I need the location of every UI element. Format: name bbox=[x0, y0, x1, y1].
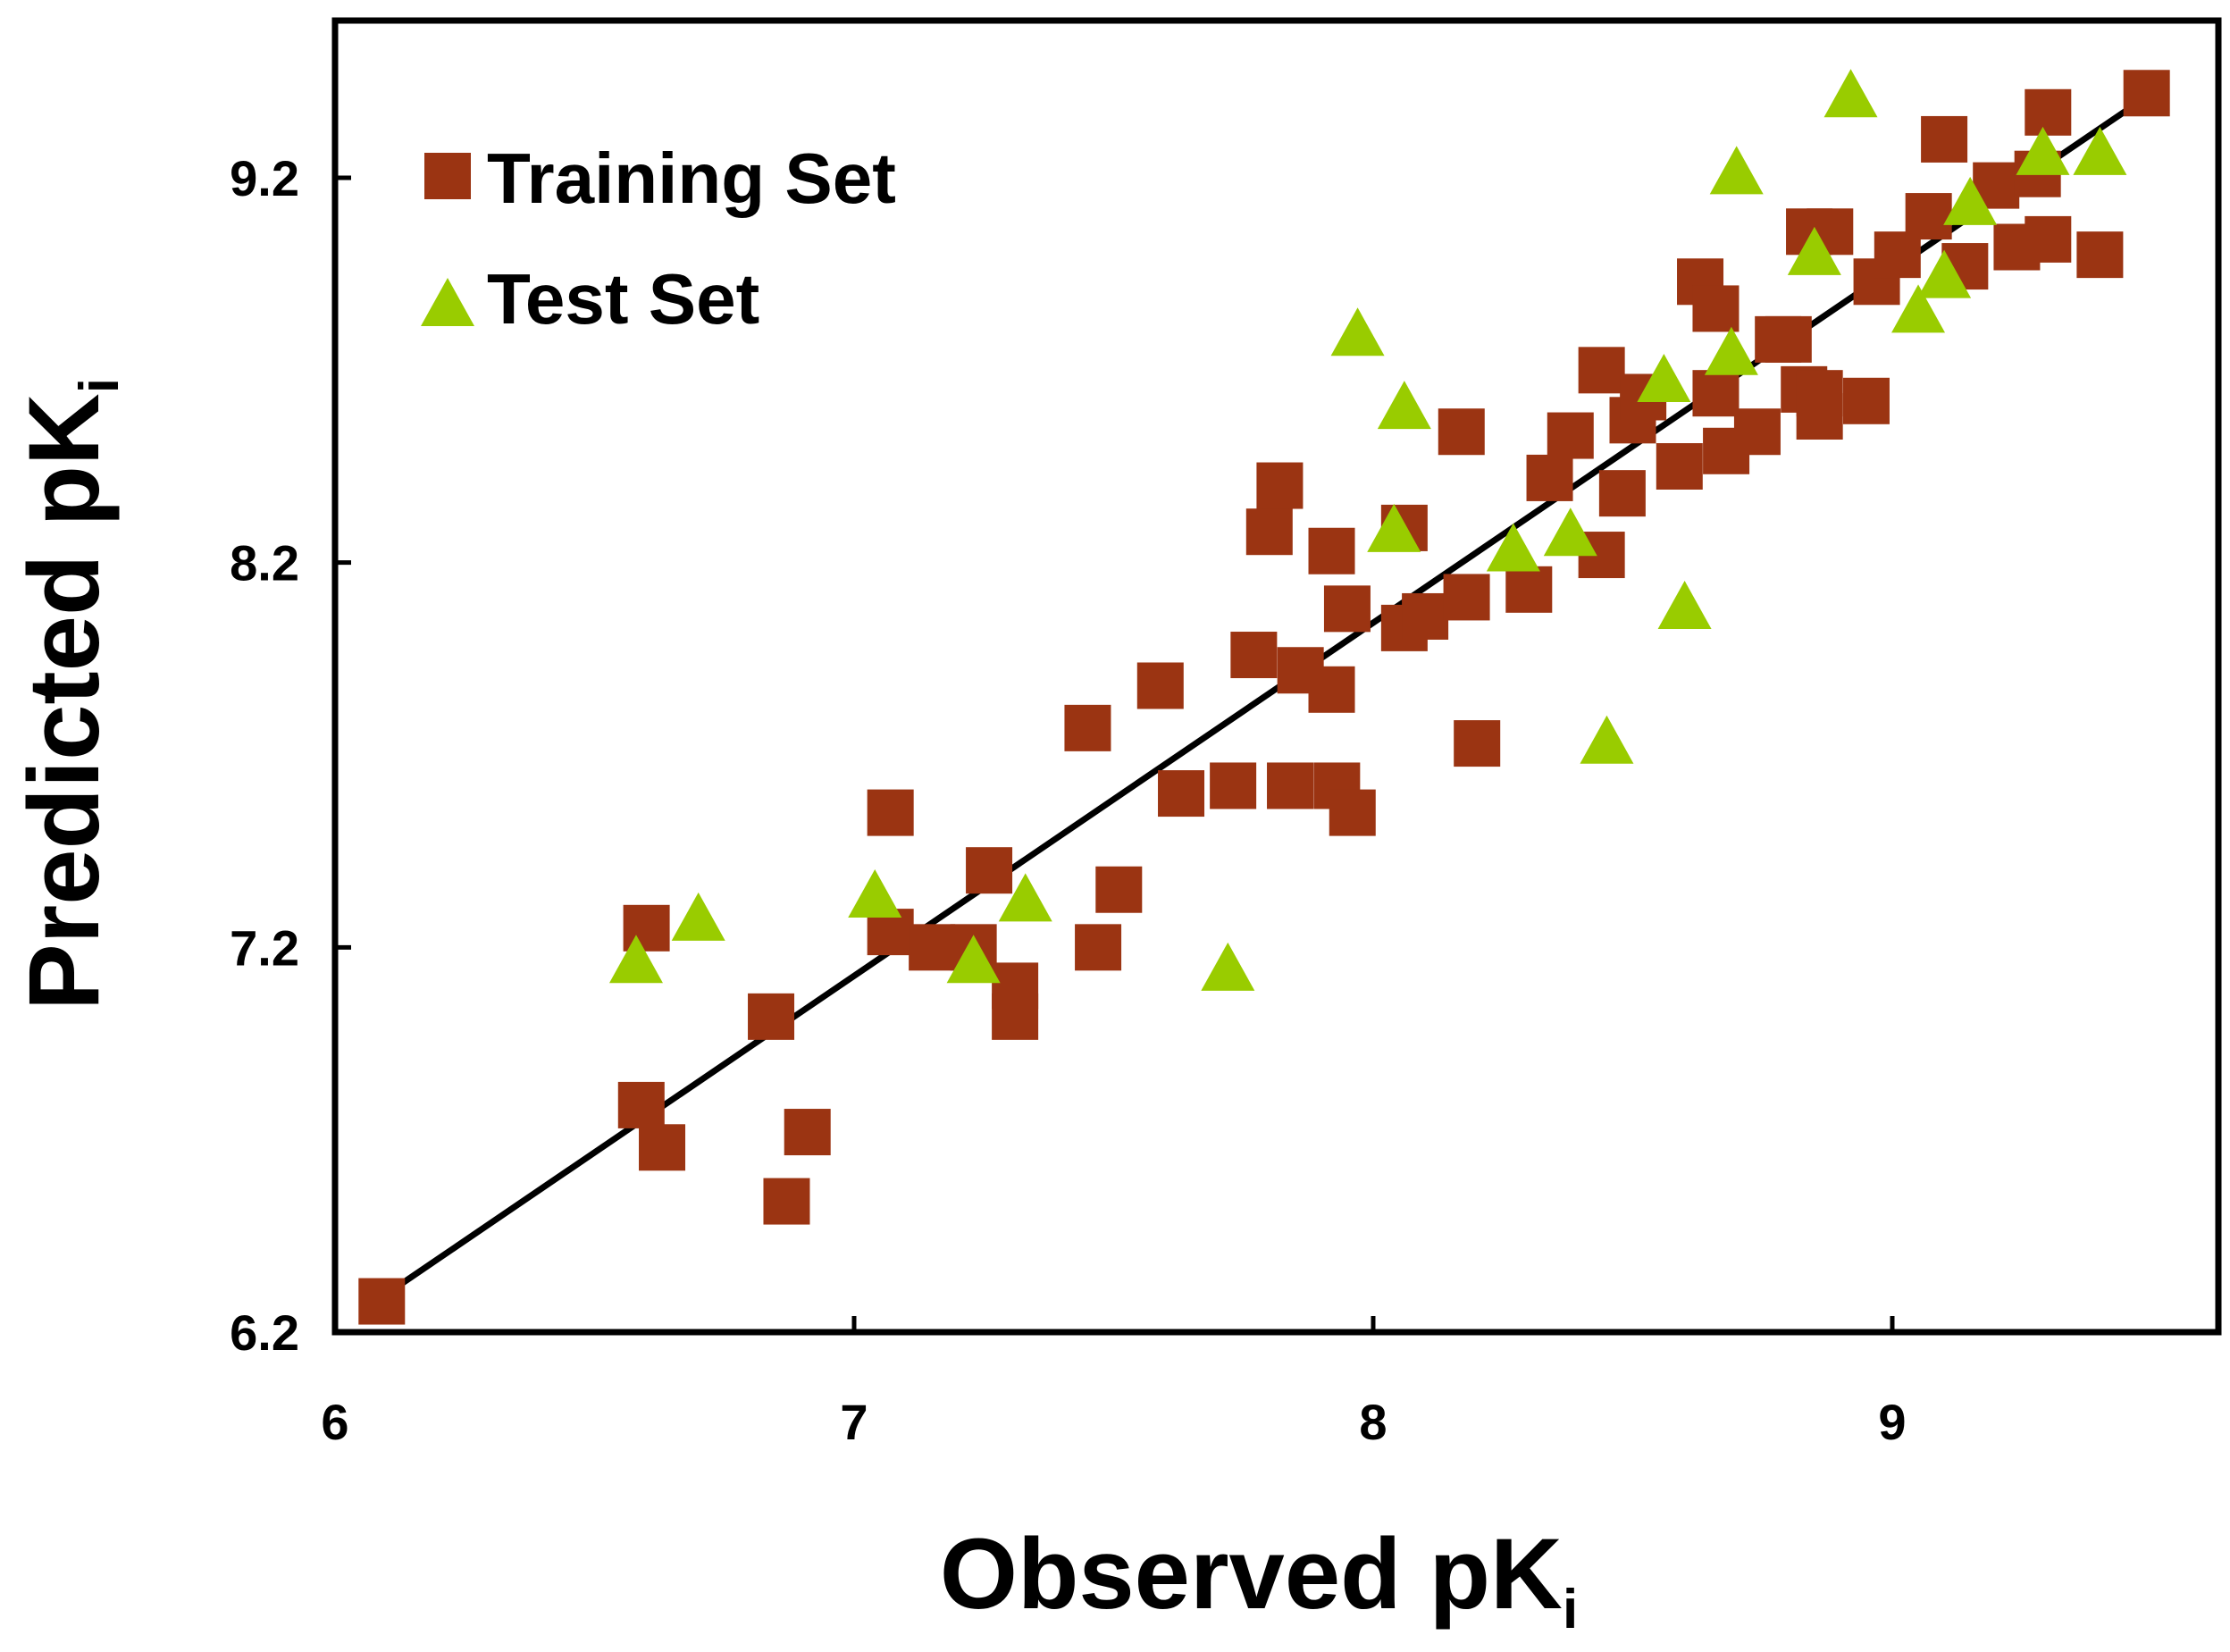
test-point bbox=[946, 935, 1001, 984]
training-point bbox=[748, 993, 795, 1040]
training-point bbox=[2025, 88, 2072, 136]
training-point bbox=[966, 847, 1013, 894]
x-axis-title: Observed pKi bbox=[940, 1518, 1578, 1640]
test-point bbox=[1543, 507, 1597, 557]
x-axis-title-main: Observed pK bbox=[940, 1518, 1563, 1630]
training-point bbox=[1692, 285, 1740, 332]
training-point bbox=[1402, 592, 1449, 640]
training-point bbox=[992, 993, 1039, 1040]
legend-test-label: Test Set bbox=[487, 259, 759, 339]
training-point bbox=[1656, 443, 1703, 490]
training-point bbox=[1796, 370, 1843, 417]
training-point bbox=[639, 1124, 686, 1171]
training-point bbox=[1256, 462, 1304, 509]
x-tick-label: 8 bbox=[1359, 1394, 1387, 1450]
y-axis-title: Predicted pKi bbox=[8, 378, 130, 1010]
test-point bbox=[1709, 146, 1764, 195]
training-point bbox=[1267, 762, 1314, 809]
test-point bbox=[848, 869, 902, 918]
test-point bbox=[608, 935, 663, 984]
training-point bbox=[1505, 566, 1553, 613]
x-axis-ticks: 6 7 8 9 bbox=[321, 1316, 1907, 1450]
x-tick-label: 6 bbox=[321, 1394, 348, 1450]
training-set-points bbox=[358, 70, 2170, 1325]
training-point bbox=[867, 789, 914, 836]
training-point bbox=[1578, 347, 1625, 394]
test-point bbox=[1823, 69, 1878, 118]
training-point bbox=[1733, 408, 1781, 456]
y-tick-label: 9.2 bbox=[230, 150, 299, 206]
training-point bbox=[1075, 924, 1122, 971]
y-axis-title-main: Predicted pK bbox=[8, 393, 120, 1010]
training-point bbox=[1308, 527, 1355, 574]
test-point bbox=[1704, 326, 1758, 375]
training-point bbox=[1921, 115, 1968, 163]
legend: Training Set Test Set bbox=[421, 138, 896, 339]
test-point bbox=[1917, 249, 1972, 298]
x-tick-label: 7 bbox=[840, 1394, 868, 1450]
training-point bbox=[1245, 508, 1293, 556]
training-point bbox=[1454, 720, 1501, 767]
test-point bbox=[1580, 715, 1634, 764]
test-point bbox=[671, 892, 725, 941]
x-tick-label: 9 bbox=[1878, 1394, 1906, 1450]
y-tick-label: 6.2 bbox=[230, 1304, 299, 1361]
training-point bbox=[1547, 412, 1594, 459]
test-point bbox=[1891, 284, 1946, 333]
training-point bbox=[1064, 704, 1111, 751]
training-point bbox=[1526, 454, 1573, 501]
test-point bbox=[1377, 381, 1431, 430]
training-point bbox=[1158, 770, 1205, 818]
test-set-points bbox=[608, 69, 2127, 991]
training-point bbox=[1230, 632, 1278, 679]
legend-training-marker bbox=[424, 153, 471, 199]
training-point bbox=[2076, 231, 2124, 279]
training-point bbox=[358, 1278, 406, 1325]
test-point bbox=[1943, 176, 1998, 225]
training-point bbox=[1905, 193, 1952, 240]
training-point bbox=[623, 904, 670, 952]
test-point bbox=[1657, 581, 1712, 630]
training-point bbox=[909, 924, 956, 971]
legend-training-label: Training Set bbox=[487, 138, 896, 218]
training-point bbox=[1765, 315, 1812, 363]
training-point bbox=[1136, 662, 1184, 709]
test-point bbox=[2073, 126, 2127, 175]
legend-test-marker bbox=[421, 278, 474, 326]
test-point bbox=[1367, 503, 1421, 552]
training-point bbox=[1329, 789, 1376, 836]
plot-frame bbox=[331, 17, 2222, 1336]
test-point bbox=[1486, 523, 1540, 572]
training-point bbox=[1692, 370, 1740, 417]
test-point bbox=[1787, 226, 1841, 275]
test-point bbox=[2016, 126, 2070, 175]
training-point bbox=[1443, 574, 1490, 621]
training-point bbox=[2123, 70, 2170, 117]
training-point bbox=[1210, 762, 1257, 809]
x-axis-title-subscript: i bbox=[1563, 1579, 1578, 1640]
training-point bbox=[1095, 866, 1143, 913]
training-point bbox=[617, 1081, 665, 1128]
training-point bbox=[784, 1109, 831, 1156]
training-point bbox=[1308, 666, 1355, 713]
training-point bbox=[1598, 470, 1646, 517]
test-point bbox=[1201, 942, 1255, 991]
training-point bbox=[763, 1178, 810, 1225]
training-point bbox=[2025, 215, 2072, 263]
training-point bbox=[1323, 585, 1371, 633]
y-axis-ticks: 6.2 7.2 8.2 9.2 bbox=[230, 150, 351, 1361]
test-point bbox=[998, 873, 1052, 922]
training-point bbox=[1842, 377, 1890, 424]
test-point bbox=[1637, 353, 1691, 402]
test-point bbox=[1330, 307, 1385, 356]
training-point bbox=[1438, 408, 1485, 456]
y-tick-label: 8.2 bbox=[230, 535, 299, 591]
y-axis-title-subscript: i bbox=[69, 378, 130, 393]
y-tick-label: 7.2 bbox=[230, 919, 299, 976]
